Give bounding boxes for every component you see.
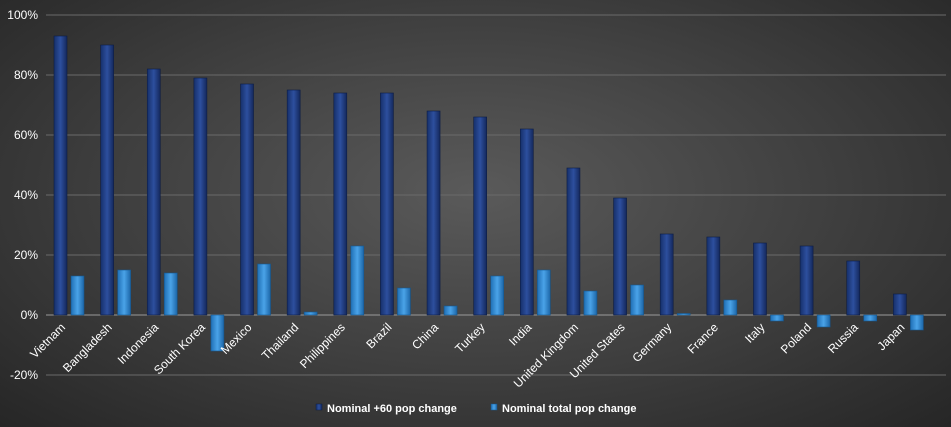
bar-series-0-2: [146, 68, 161, 316]
gridlines: [46, 14, 946, 376]
x-tick-label: China: [409, 320, 441, 352]
y-tick-label: 20%: [14, 248, 38, 262]
x-tick-label: Japan: [874, 320, 907, 353]
bar-series-0-0: [53, 35, 68, 316]
bar-series-1-9: [490, 275, 504, 316]
bar-series-1-8: [443, 305, 458, 316]
bar-series-1-12: [630, 284, 644, 316]
bar-series-1-5: [303, 311, 318, 316]
bar-series-0-10: [520, 128, 534, 316]
bar-series-0-7: [380, 92, 394, 316]
bar-series-0-13: [659, 233, 674, 316]
legend-label-series-1: Nominal total pop change: [502, 403, 636, 415]
bar-series-0-16: [799, 245, 814, 316]
bar-series-0-8: [426, 110, 441, 316]
y-tick-label: 60%: [14, 128, 38, 142]
bar-series-0-1: [100, 44, 114, 316]
legend-label-series-0: Nominal +60 pop change: [327, 403, 457, 415]
bar-series-0-17: [846, 260, 861, 316]
bar-series-1-2: [163, 272, 178, 316]
y-tick-label: 80%: [14, 68, 38, 82]
x-tick-label: Turkey: [452, 320, 488, 356]
bar-series-0-12: [613, 197, 627, 316]
legend: Nominal +60 pop change Nominal total pop…: [315, 403, 636, 415]
bar-series-1-15: [770, 314, 784, 322]
x-tick-label: Germany: [630, 320, 675, 365]
bar-series-0-11: [566, 167, 581, 316]
x-tick-label: Italy: [742, 320, 767, 345]
bar-series-1-1: [117, 269, 131, 316]
bar-series-0-6: [333, 92, 348, 316]
x-tick-label: Philippines: [297, 320, 348, 371]
x-tick-label: India: [506, 320, 535, 349]
y-tick-label: -20%: [10, 368, 38, 382]
bar-series-1-13: [676, 313, 691, 316]
bar-series-1-17: [863, 314, 878, 322]
y-tick-label: 0%: [21, 308, 39, 322]
legend-swatch-series-0: [315, 403, 323, 411]
x-tick-label: Bangladesh: [60, 320, 115, 375]
bar-series-1-10: [537, 269, 551, 316]
x-tick-label: Poland: [778, 320, 814, 356]
bar-series-1-4: [257, 263, 271, 316]
bar-series-0-14: [706, 236, 721, 316]
bar-series-0-5: [286, 89, 301, 316]
x-tick-label: Brazil: [363, 320, 394, 351]
bar-series-0-15: [753, 242, 767, 316]
x-tick-label: Vietnam: [27, 320, 68, 361]
bar-series-0-3: [193, 77, 208, 316]
x-tick-label: Russia: [825, 320, 861, 356]
x-tick-label: Thailand: [259, 320, 301, 362]
bar-series-1-16: [816, 314, 831, 328]
legend-swatch-series-1: [490, 403, 498, 411]
bar-series-1-14: [723, 299, 738, 316]
bar-series-1-11: [583, 290, 598, 316]
y-axis-ticks: -20% 0% 20% 40% 60% 80% 100%: [7, 8, 38, 382]
bar-series-1-0: [70, 275, 85, 316]
y-tick-label: 40%: [14, 188, 38, 202]
bar-series-0-9: [473, 116, 487, 316]
bar-series-0-18: [893, 293, 907, 316]
x-tick-label: France: [685, 320, 722, 357]
bar-series-1-3: [210, 314, 225, 352]
bar-series-1-6: [350, 245, 365, 316]
x-tick-label: Indonesia: [115, 320, 162, 367]
bar-series-1-18: [910, 314, 924, 331]
bar-series-1-7: [397, 287, 411, 316]
bars: [53, 35, 924, 352]
y-tick-label: 100%: [7, 8, 38, 22]
bar-series-0-4: [240, 83, 254, 316]
